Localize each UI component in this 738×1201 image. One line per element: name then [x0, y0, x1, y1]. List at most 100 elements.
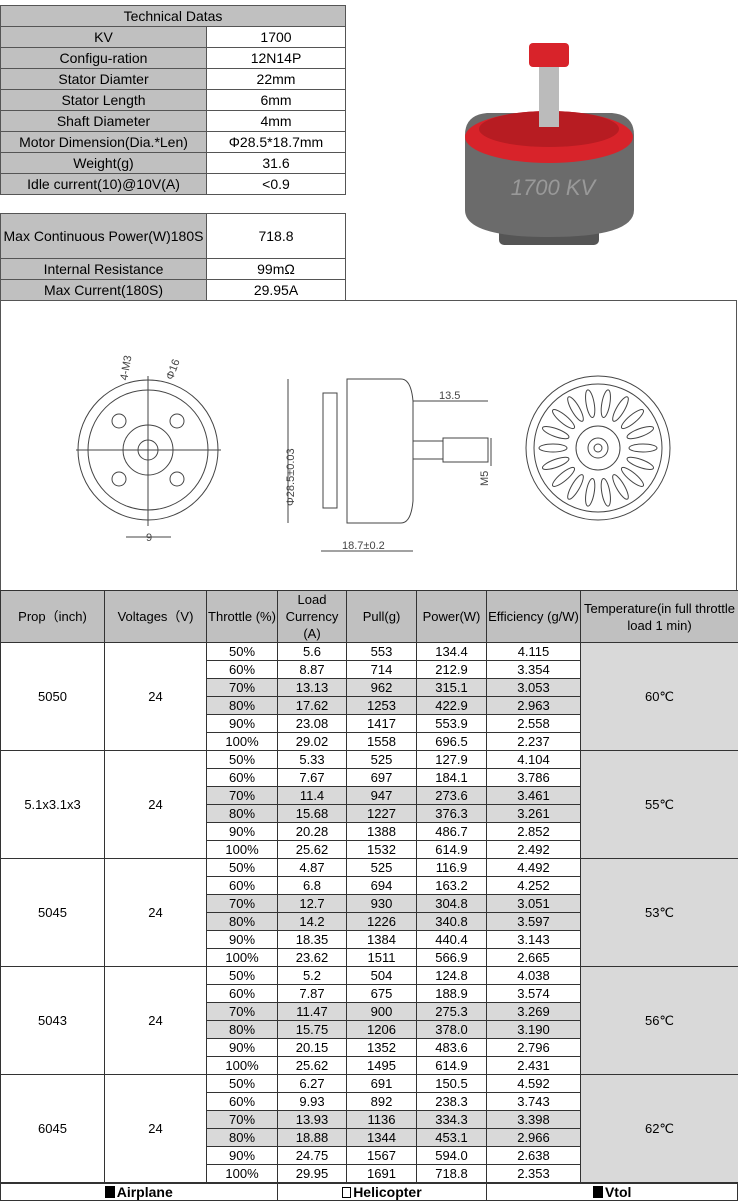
power-cell: 275.3 [416, 1002, 487, 1021]
checked-box-icon [104, 1186, 115, 1198]
current-cell: 17.62 [277, 696, 347, 715]
efficiency-cell: 3.398 [486, 1110, 581, 1129]
voltage-cell: 24 [104, 966, 207, 1075]
throttle-cell: 60% [206, 1092, 278, 1111]
power-cell: 116.9 [416, 858, 487, 877]
cooling-fin [620, 466, 645, 487]
throttle-cell: 90% [206, 1146, 278, 1165]
spec-row: Internal Resistance 99mΩ [0, 258, 346, 280]
spec-label: Internal Resistance [0, 258, 207, 280]
spec-value: 29.95A [206, 279, 346, 301]
table-row: 90% 18.35 1384 440.4 3.143 [1, 930, 738, 949]
pull-cell: 525 [346, 858, 417, 877]
current-cell: 25.62 [277, 840, 347, 859]
pull-cell: 900 [346, 1002, 417, 1021]
pull-cell: 892 [346, 1092, 417, 1111]
throttle-cell: 50% [206, 966, 278, 985]
power-cell: 376.3 [416, 804, 487, 823]
holes-label: 4-M3 [118, 355, 134, 382]
throttle-cell: 50% [206, 642, 278, 661]
throttle-cell: 80% [206, 696, 278, 715]
efficiency-cell: 3.051 [486, 894, 581, 913]
pull-cell: 697 [346, 768, 417, 787]
pull-cell: 1344 [346, 1128, 417, 1147]
prop-cell: 6045 [0, 1074, 105, 1183]
pull-cell: 1206 [346, 1020, 417, 1039]
spec-label: Shaft Diameter [0, 110, 207, 132]
power-cell: 127.9 [416, 750, 487, 769]
current-cell: 7.67 [277, 768, 347, 787]
pull-cell: 962 [346, 678, 417, 697]
table-row: 100% 29.02 1558 696.5 2.237 [1, 732, 738, 751]
cooling-fin [567, 474, 584, 500]
efficiency-cell: 2.665 [486, 948, 581, 967]
length-label: 18.7±0.2 [342, 540, 385, 552]
efficiency-cell: 2.431 [486, 1056, 581, 1075]
efficiency-cell: 3.597 [486, 912, 581, 931]
table-row: 5050 24 50% 5.6 553 134.4 4.115 60℃ [0, 642, 738, 751]
throttle-cell: 80% [206, 1020, 278, 1039]
pull-cell: 675 [346, 984, 417, 1003]
table-row: 80% 18.88 1344 453.1 2.966 [1, 1128, 738, 1147]
cooling-fin [626, 426, 655, 440]
power-cell: 553.9 [416, 714, 487, 733]
column-header: Load Currency (A) [277, 590, 347, 643]
cooling-fin [551, 466, 576, 487]
current-cell: 5.6 [277, 642, 347, 661]
power-cell: 453.1 [416, 1128, 487, 1147]
power-cell: 696.5 [416, 732, 487, 751]
throttle-cell: 100% [206, 1056, 278, 1075]
pull-cell: 1511 [346, 948, 417, 967]
cooling-fin [541, 426, 570, 440]
spec-title: Technical Datas [0, 5, 346, 27]
thread-label: M5 [479, 471, 491, 486]
efficiency-cell: 3.354 [486, 660, 581, 679]
spec-row: Stator Length 6mm [0, 89, 346, 111]
motor-photo: 1700 KV [347, 5, 737, 300]
table-row: 6045 24 50% 6.27 691 150.5 4.592 62℃ [0, 1074, 738, 1183]
efficiency-cell: 4.104 [486, 750, 581, 769]
spec-value: 1700 [206, 26, 346, 48]
table-row: 5043 24 50% 5.2 504 124.8 4.038 56℃ [0, 966, 738, 1075]
current-cell: 8.87 [277, 660, 347, 679]
power-cell: 315.1 [416, 678, 487, 697]
throttle-cell: 70% [206, 894, 278, 913]
efficiency-cell: 4.492 [486, 858, 581, 877]
table-row: 60% 8.87 714 212.9 3.354 [1, 660, 738, 679]
efficiency-cell: 2.353 [486, 1164, 581, 1183]
column-header: Efficiency (g/W) [486, 590, 581, 643]
power-cell: 304.8 [416, 894, 487, 913]
throttle-cell: 90% [206, 714, 278, 733]
throttle-cell: 100% [206, 1164, 278, 1183]
cooling-fin [541, 456, 570, 470]
pull-cell: 504 [346, 966, 417, 985]
power-cell: 238.3 [416, 1092, 487, 1111]
spec-label: KV [0, 26, 207, 48]
throttle-cell: 50% [206, 750, 278, 769]
side-view: Φ28.5±0.03 13.5 M5 18.7±0.2 [285, 378, 492, 552]
shaft-length-label: 13.5 [439, 390, 460, 402]
power-cell: 483.6 [416, 1038, 487, 1057]
spec-label: Max Current(180S) [0, 279, 207, 301]
cooling-fin [626, 456, 655, 470]
checked-box-icon [592, 1186, 603, 1198]
spec-label: Configu-ration [0, 47, 207, 69]
spec-label: Max Continuous Power(W)180S [0, 213, 207, 259]
throttle-cell: 70% [206, 1110, 278, 1129]
efficiency-cell: 2.492 [486, 840, 581, 859]
pull-cell: 691 [346, 1074, 417, 1093]
temperature-cell: 53℃ [580, 858, 738, 967]
spec-row: Max Continuous Power(W)180S 718.8 [0, 213, 346, 259]
temperature-cell: 60℃ [580, 642, 738, 751]
spec-row: Motor Dimension(Dia.*Len) Φ28.5*18.7mm [0, 131, 346, 153]
table-row: 70% 11.4 947 273.6 3.461 [1, 786, 738, 805]
prop-cell: 5.1x3.1x3 [0, 750, 105, 859]
current-cell: 9.93 [277, 1092, 347, 1111]
power-cell: 212.9 [416, 660, 487, 679]
efficiency-cell: 2.638 [486, 1146, 581, 1165]
cooling-fin [620, 409, 645, 430]
performance-table: Prop（inch) Voltages（V) Throttle (%) Load Cu… [0, 590, 738, 1183]
voltage-cell: 24 [104, 858, 207, 967]
current-cell: 13.13 [277, 678, 347, 697]
efficiency-cell: 3.143 [486, 930, 581, 949]
